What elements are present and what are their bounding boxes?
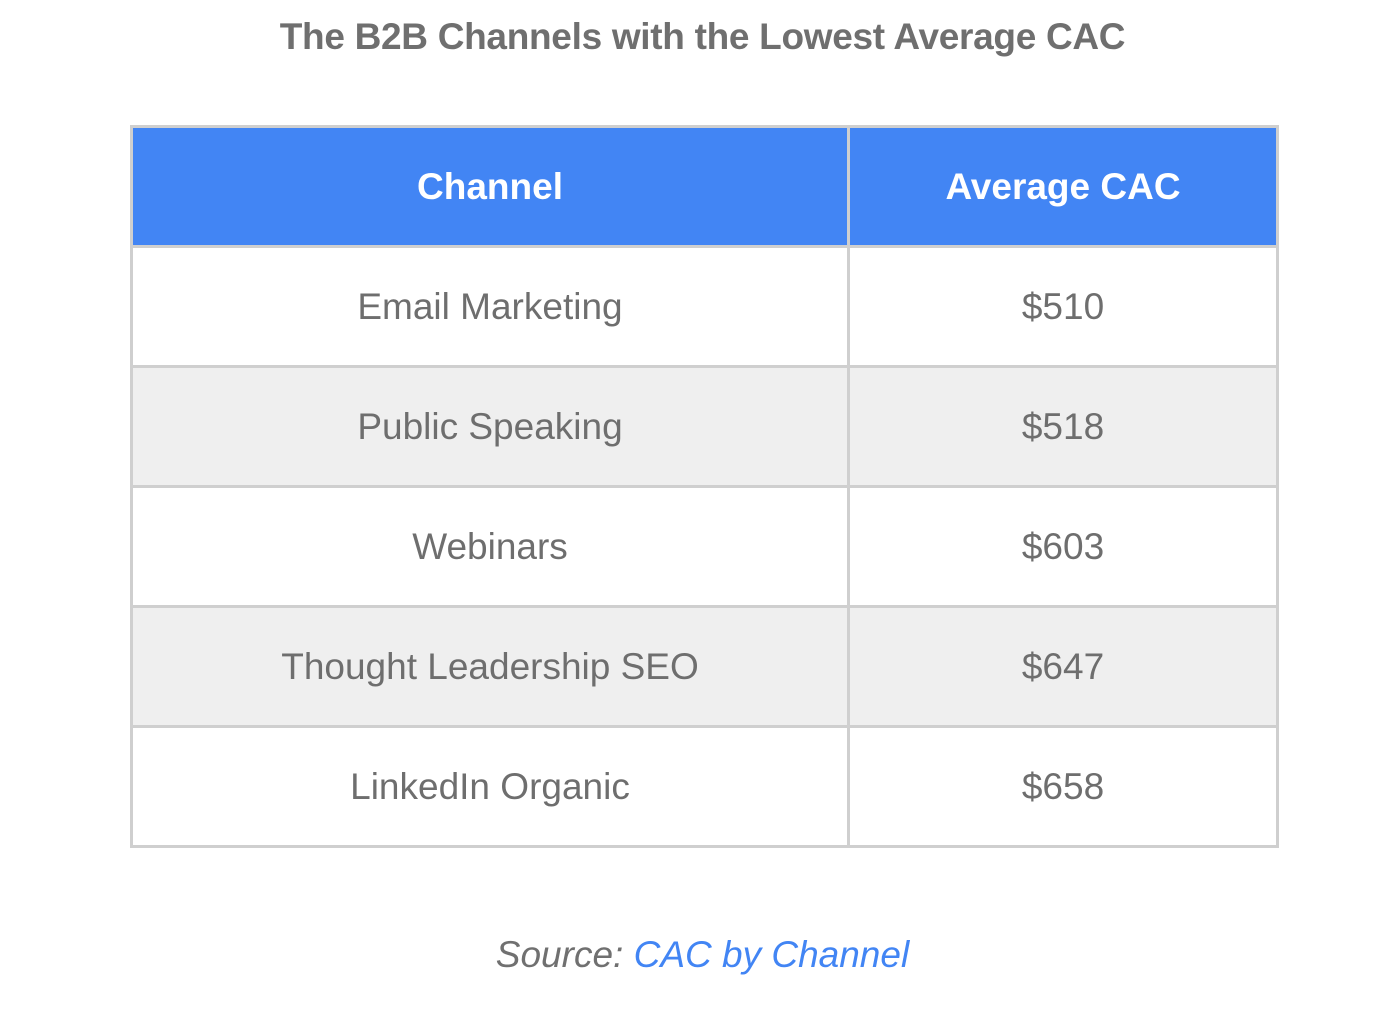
table-row: LinkedIn Organic $658 — [130, 725, 1279, 848]
cac-table-container: Channel Average CAC Email Marketing $510… — [130, 125, 1279, 848]
cac-cell: $647 — [847, 605, 1279, 728]
source-label: Source: — [495, 934, 624, 975]
channel-cell: Webinars — [130, 485, 850, 608]
table-header-row: Channel Average CAC — [130, 125, 1279, 248]
cac-cell: $518 — [847, 365, 1279, 488]
cac-cell: $510 — [847, 245, 1279, 368]
source-link[interactable]: CAC by Channel — [633, 934, 910, 975]
cac-table: Channel Average CAC Email Marketing $510… — [130, 125, 1279, 848]
table-row: Thought Leadership SEO $647 — [130, 605, 1279, 728]
table-row: Webinars $603 — [130, 485, 1279, 608]
column-header-channel: Channel — [130, 125, 850, 248]
channel-cell: LinkedIn Organic — [130, 725, 850, 848]
source-caption: Source: CAC by Channel — [0, 934, 1395, 976]
page-title: The B2B Channels with the Lowest Average… — [279, 16, 1126, 57]
column-header-average-cac: Average CAC — [847, 125, 1279, 248]
channel-cell: Email Marketing — [130, 245, 850, 368]
channel-cell: Thought Leadership SEO — [130, 605, 850, 728]
cac-cell: $603 — [847, 485, 1279, 608]
cac-cell: $658 — [847, 725, 1279, 848]
table-row: Email Marketing $510 — [130, 245, 1279, 368]
table-row: Public Speaking $518 — [130, 365, 1279, 488]
channel-cell: Public Speaking — [130, 365, 850, 488]
